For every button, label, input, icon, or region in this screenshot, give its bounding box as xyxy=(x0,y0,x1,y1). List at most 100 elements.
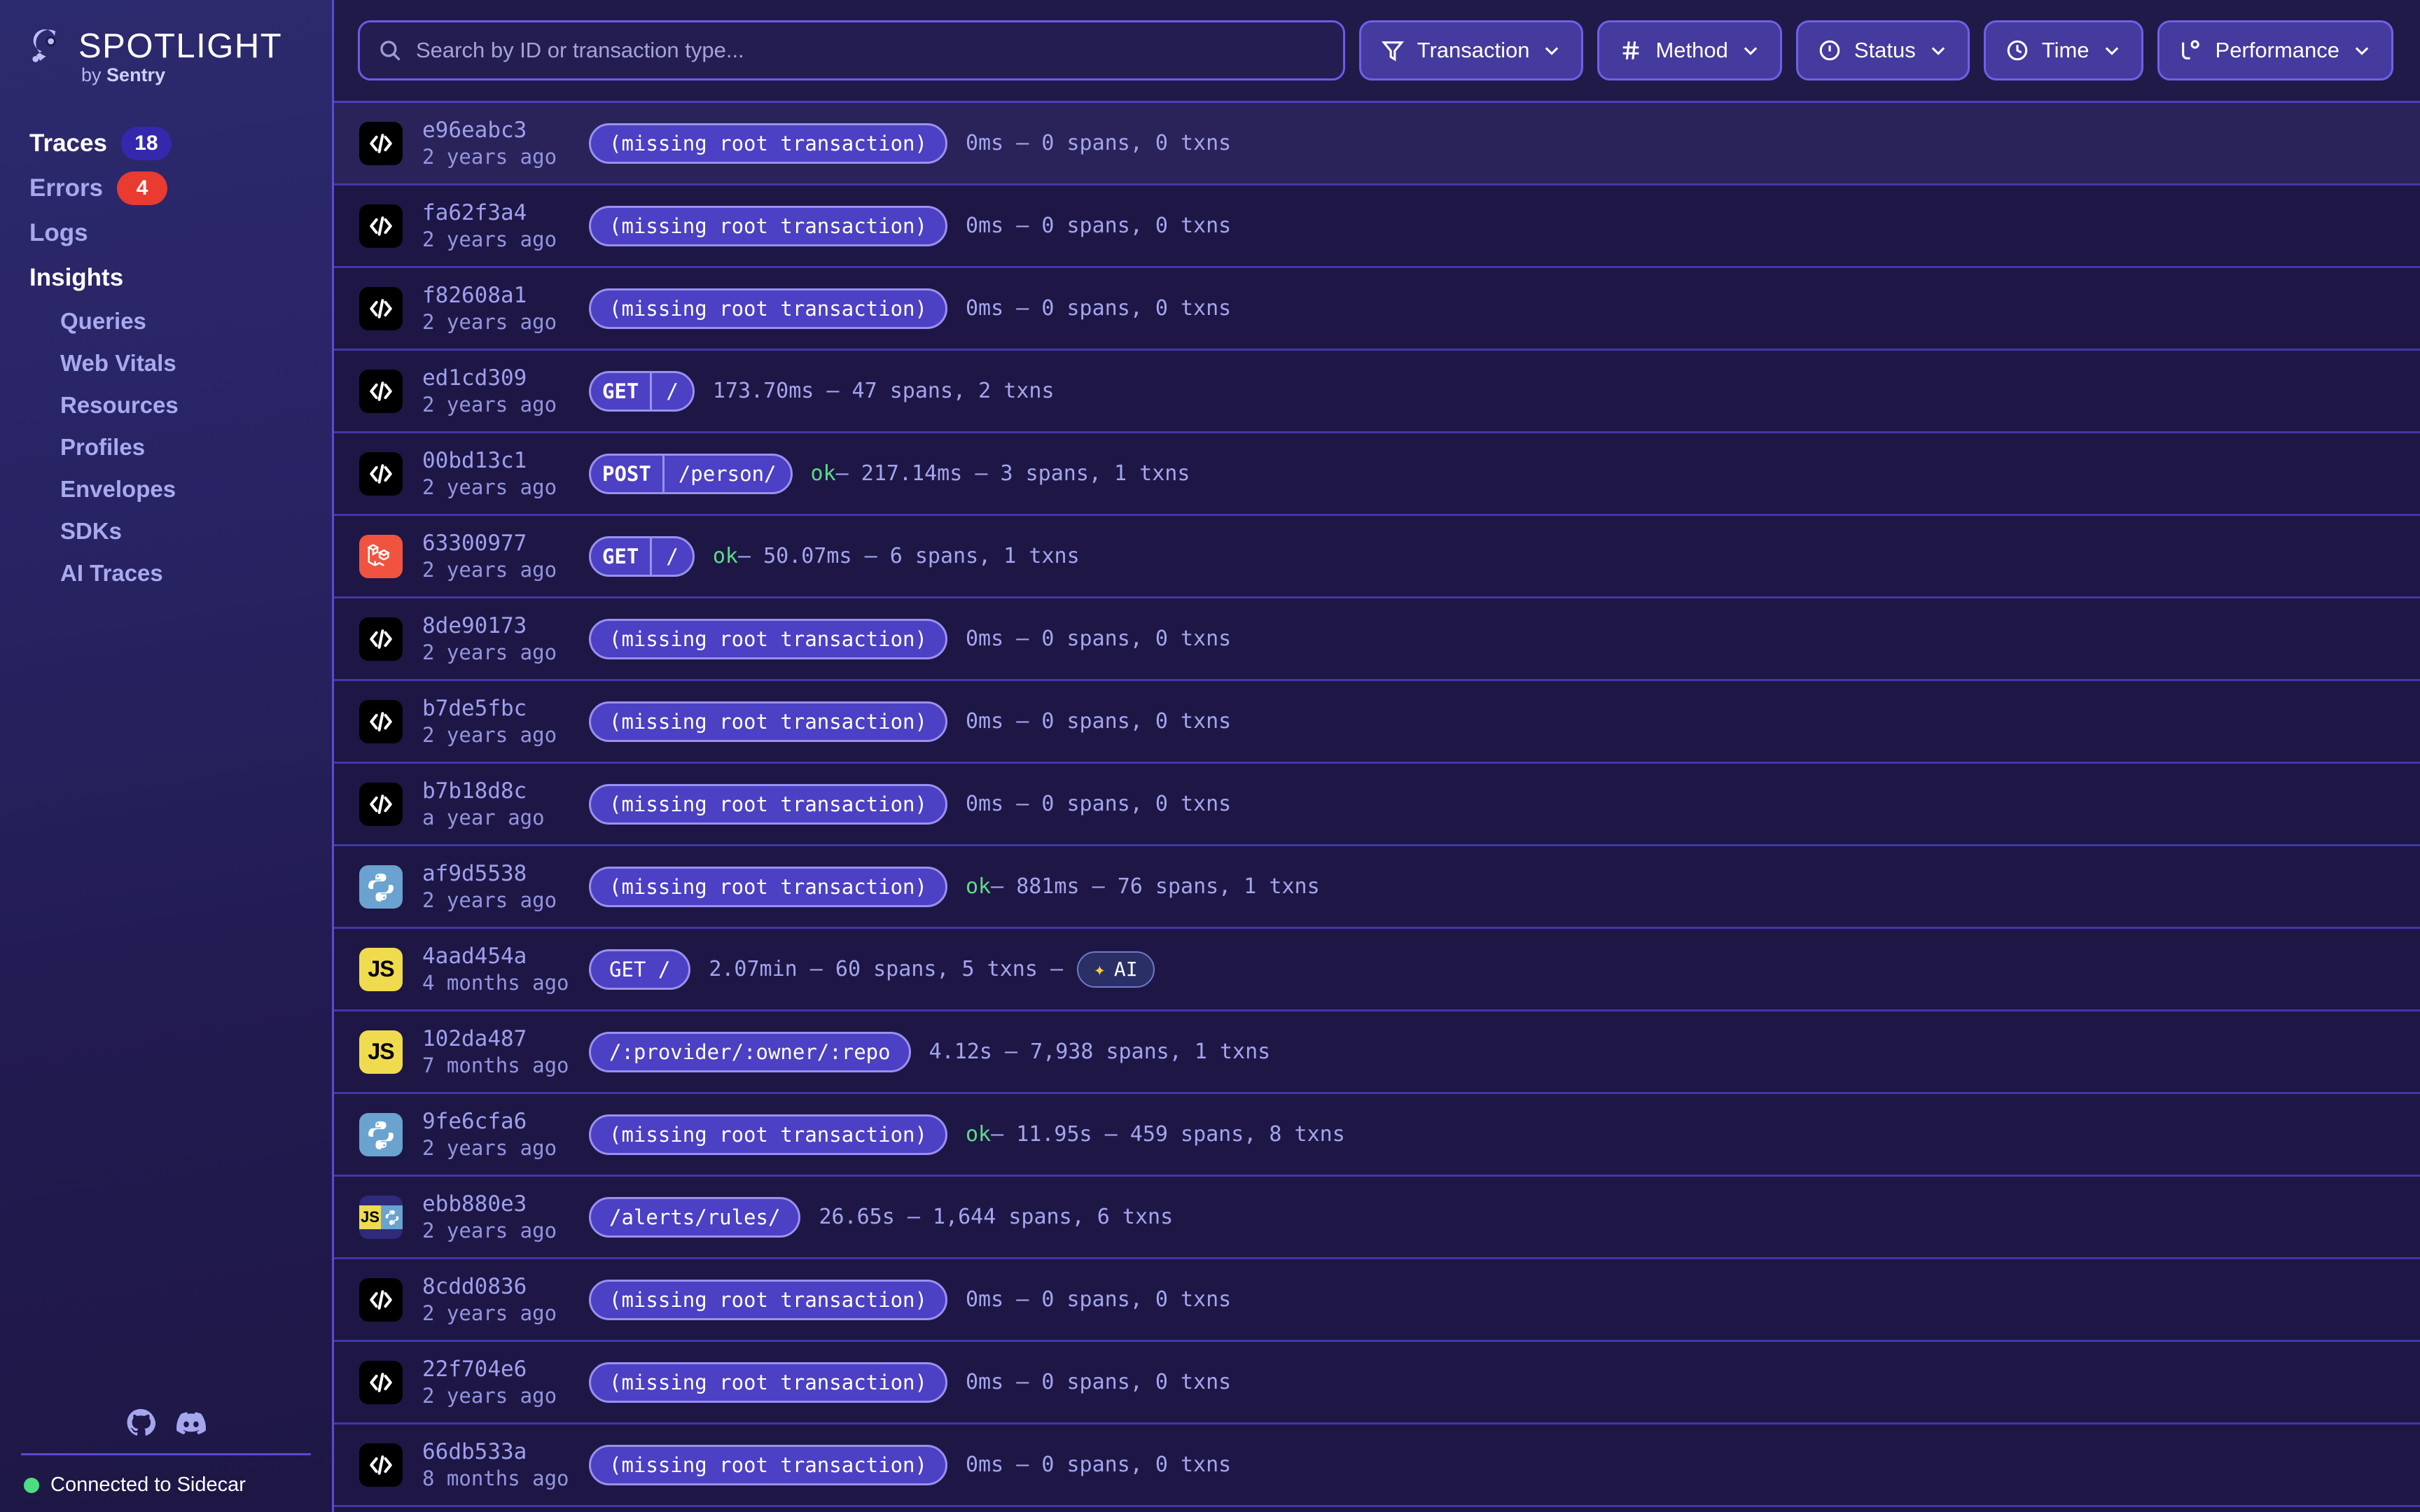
trace-id[interactable]: 9fe6cfa6 xyxy=(422,1109,527,1134)
code-platform-icon xyxy=(359,1360,403,1404)
filter-method-button[interactable]: Method xyxy=(1597,20,1782,80)
sidebar-nav: Traces 18 Errors 4 Logs Insights Queries… xyxy=(0,121,332,594)
filter-time-button[interactable]: Time xyxy=(1983,20,2143,80)
trace-stats: 173.70ms — 47 spans, 2 txns xyxy=(712,379,1055,403)
transaction-cell: (missing root transaction) 0ms — 0 spans,… xyxy=(589,205,1231,246)
code-platform-icon xyxy=(359,782,403,826)
filter-transaction-button[interactable]: Transaction xyxy=(1358,20,1584,80)
table-row[interactable]: JS 102da487 7 months ago /:provider/:owner/… xyxy=(334,1011,2420,1094)
funnel-icon xyxy=(1381,41,1404,62)
table-row[interactable]: 63300977 2 years ago GET / ok — 50.07ms — 6 … xyxy=(334,516,2420,598)
code-platform-icon xyxy=(359,369,403,413)
table-row[interactable]: JS 4aad454a 4 months ago GET / 2.07min — 60 … xyxy=(334,929,2420,1011)
trace-id[interactable]: af9d5538 xyxy=(422,861,527,886)
transaction-name-label: (missing root transaction) xyxy=(609,214,927,238)
github-icon[interactable] xyxy=(126,1408,155,1438)
table-row[interactable]: f82608a1 2 years ago (missing root transac… xyxy=(334,268,2420,351)
transaction-cell: /alerts/rules/26.65s — 1,644 spans, 6 tx… xyxy=(589,1196,1173,1238)
filter-label: Transaction xyxy=(1417,38,1530,62)
trace-id[interactable]: b7de5fbc xyxy=(422,696,527,721)
trace-list: e96eabc3 2 years ago (missing root transac… xyxy=(334,101,2420,1512)
transaction-name-label: /:provider/:owner/:repo xyxy=(609,1040,891,1064)
table-row[interactable]: 8de90173 2 years ago (missing root transac… xyxy=(334,598,2420,681)
transaction-name-label: (missing root transaction) xyxy=(609,792,927,816)
trace-meta: b7b18d8c a year ago xyxy=(422,778,569,830)
app-logo[interactable]: SPOTLIGHT by Sentry xyxy=(0,0,332,86)
table-row[interactable]: af9d5538 2 years ago (missing root transac… xyxy=(334,846,2420,929)
trace-id[interactable]: ed1cd309 xyxy=(422,365,527,391)
table-row[interactable]: b7de5fbc 2 years ago (missing root transac… xyxy=(334,681,2420,764)
trace-stats: 0ms — 0 spans, 0 txns xyxy=(965,131,1232,155)
trace-timestamp: a year ago xyxy=(422,805,545,830)
clock-icon xyxy=(2007,40,2028,61)
sidebar-item-profiles[interactable]: Profiles xyxy=(0,426,332,468)
trace-timestamp: 2 years ago xyxy=(422,1218,557,1242)
trace-id[interactable]: ebb880e3 xyxy=(422,1191,527,1217)
transaction-name-pill: (missing root transaction) xyxy=(589,701,947,742)
sidebar-group-insights[interactable]: Insights xyxy=(0,255,332,300)
transaction-name-pill: (missing root transaction) xyxy=(589,122,947,164)
discord-icon[interactable] xyxy=(176,1408,206,1438)
errors-count-badge: 4 xyxy=(117,172,168,205)
trace-id[interactable]: 66db533a xyxy=(422,1439,527,1464)
table-row[interactable]: 22f704e6 2 years ago (missing root transac… xyxy=(334,1342,2420,1424)
sidebar-item-label: Logs xyxy=(29,219,88,246)
sidebar-item-traces[interactable]: Traces 18 xyxy=(0,121,332,166)
table-row[interactable]: fa62f3a4 2 years ago (missing root transac… xyxy=(334,186,2420,268)
search-input[interactable] xyxy=(416,38,1325,63)
trace-stats: 4.12s — 7,938 spans, 1 txns xyxy=(929,1040,1271,1064)
transaction-name-label: (missing root transaction) xyxy=(609,131,927,155)
sidebar-item-envelopes[interactable]: Envelopes xyxy=(0,468,332,510)
trace-id[interactable]: 8de90173 xyxy=(422,613,527,638)
trace-id[interactable]: 00bd13c1 xyxy=(422,448,527,473)
sidebar-item-errors[interactable]: Errors 4 xyxy=(0,166,332,211)
transaction-cell: POST/person/ok — 217.14ms — 3 spans, 1 t… xyxy=(589,453,1190,494)
trace-id[interactable]: 8cdd0836 xyxy=(422,1274,527,1299)
table-row[interactable]: b7b18d8c a year ago (missing root transact… xyxy=(334,764,2420,846)
sidebar-item-web-vitals[interactable]: Web Vitals xyxy=(0,342,332,384)
trace-id[interactable]: 63300977 xyxy=(422,531,527,556)
sidebar-item-logs[interactable]: Logs xyxy=(0,211,332,255)
table-row[interactable]: 00bd13c1 2 years ago POST/person/ok — 217.… xyxy=(334,433,2420,516)
transaction-cell: (missing root transaction) 0ms — 0 spans,… xyxy=(589,122,1232,164)
sidebar-item-label: Resources xyxy=(60,392,179,418)
sidebar-item-ai-traces[interactable]: AI Traces xyxy=(0,552,332,594)
trace-id[interactable]: 22f704e6 xyxy=(422,1357,527,1382)
trace-id[interactable]: e96eabc3 xyxy=(422,118,527,143)
trace-id[interactable]: 4aad454a xyxy=(422,944,527,969)
sidebar-item-sdks[interactable]: SDKs xyxy=(0,510,332,552)
search-box[interactable] xyxy=(358,20,1345,80)
table-row[interactable]: 66db533a 8 months ago (missing root transa… xyxy=(334,1424,2420,1507)
trace-status-label: ok xyxy=(965,1122,992,1147)
trace-meta: ebb880e3 2 years ago xyxy=(422,1191,569,1243)
trace-meta: e96eabc3 2 years ago xyxy=(422,117,569,169)
table-row[interactable]: JS ebb880e3 2 years ago/alerts/rules/26.65… xyxy=(334,1177,2420,1259)
code-platform-icon xyxy=(359,451,403,496)
trace-id[interactable]: fa62f3a4 xyxy=(422,200,527,225)
filter-performance-button[interactable]: Performance xyxy=(2157,20,2393,80)
code-platform-icon xyxy=(359,1443,403,1487)
trace-id[interactable]: 102da487 xyxy=(422,1026,527,1051)
transaction-name-pill: (missing root transaction) xyxy=(589,288,947,329)
transaction-cell: (missing root transaction) 0ms — 0 spans,… xyxy=(589,701,1231,742)
sidebar-item-queries[interactable]: Queries xyxy=(0,300,332,342)
table-row[interactable]: e96eabc3 2 years ago (missing root transac… xyxy=(334,103,2420,186)
trace-meta: ed1cd309 2 years ago xyxy=(422,365,569,417)
chevron-down-icon xyxy=(1931,47,1945,55)
sidebar-item-resources[interactable]: Resources xyxy=(0,384,332,426)
transaction-name-label: (missing root transaction) xyxy=(609,709,927,734)
trace-timestamp: 2 years ago xyxy=(422,144,557,169)
table-row[interactable]: 8cdd0836 2 years ago (missing root transac… xyxy=(334,1259,2420,1342)
logo-byline: by Sentry xyxy=(81,64,165,86)
http-method-label: GET xyxy=(602,544,639,568)
table-row[interactable]: ed1cd309 2 years ago GET / 173.70ms — 47 spa… xyxy=(334,351,2420,433)
filter-status-button[interactable]: Status xyxy=(1795,20,1970,80)
trace-meta: 22f704e6 2 years ago xyxy=(422,1356,569,1408)
sidebar-item-label: Traces xyxy=(29,130,107,157)
trace-id[interactable]: f82608a1 xyxy=(422,283,527,308)
hash-icon xyxy=(1623,41,1639,59)
trace-stats: 0ms — 0 spans, 0 txns xyxy=(965,1370,1232,1394)
table-row[interactable]: 9fe6cfa6 2 years ago (missing root transac… xyxy=(334,1094,2420,1177)
trace-id[interactable]: b7b18d8c xyxy=(422,778,527,804)
